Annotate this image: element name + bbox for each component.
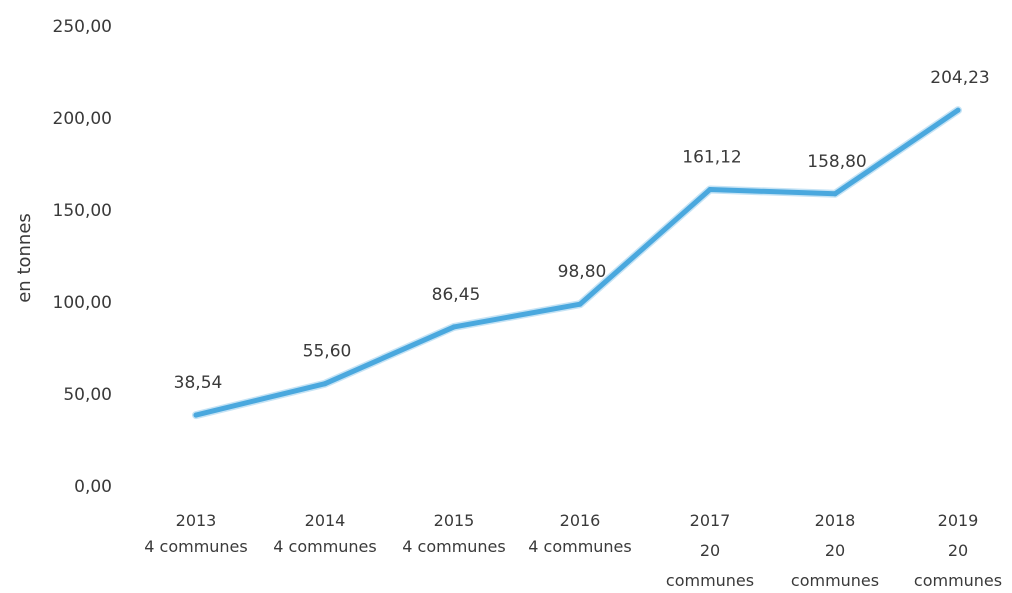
y-axis-ticks: 0,00 50,00 100,00 150,00 200,00 250,00 — [53, 17, 112, 497]
x-category-label-line: 2014 — [305, 511, 346, 530]
x-category-label-line: 4 communes — [402, 537, 505, 556]
data-point — [451, 324, 457, 330]
x-category-label-line: 4 communes — [144, 537, 247, 556]
data-label: 38,54 — [174, 373, 223, 393]
x-category-label-line: 2016 — [560, 511, 601, 530]
x-category-label-line: 2017 — [690, 511, 731, 530]
x-category-label-line: 20 — [700, 541, 720, 560]
x-axis-categories: 2013 4 communes 2014 4 communes 2015 4 commun… — [144, 511, 1002, 590]
x-category-label-line: 20 — [825, 541, 845, 560]
data-point — [193, 412, 199, 418]
x-category-label: 2013 4 communes — [144, 511, 247, 556]
x-category-label-line: 2019 — [938, 511, 979, 530]
data-point — [832, 191, 838, 197]
data-point — [955, 107, 961, 113]
x-category-label-line: 4 communes — [273, 537, 376, 556]
y-tick-label: 50,00 — [63, 385, 112, 405]
series-points — [193, 107, 961, 418]
y-tick-label: 100,00 — [53, 293, 112, 313]
x-category-label: 2017 20 communes — [666, 511, 754, 590]
x-category-label: 2019 20 communes — [914, 511, 1002, 590]
data-point — [322, 381, 328, 387]
x-category-label-line: 20 — [948, 541, 968, 560]
x-category-label-line: communes — [791, 571, 879, 590]
data-label: 55,60 — [303, 342, 352, 362]
data-point — [707, 187, 713, 193]
data-label: 86,45 — [432, 285, 481, 305]
x-category-label: 2016 4 communes — [528, 511, 631, 556]
data-label: 161,12 — [682, 148, 741, 168]
x-category-label-line: communes — [666, 571, 754, 590]
x-category-label-line: 4 communes — [528, 537, 631, 556]
x-category-label: 2014 4 communes — [273, 511, 376, 556]
y-tick-label: 200,00 — [53, 109, 112, 129]
y-tick-label: 0,00 — [74, 477, 112, 497]
y-axis-title: en tonnes — [14, 213, 35, 303]
y-tick-label: 250,00 — [53, 17, 112, 37]
x-category-label-line: 2015 — [434, 511, 475, 530]
x-category-label-line: 2018 — [815, 511, 856, 530]
x-category-label: 2018 20 communes — [791, 511, 879, 590]
x-category-label-line: 2013 — [176, 511, 217, 530]
y-tick-label: 150,00 — [53, 201, 112, 221]
x-category-label: 2015 4 communes — [402, 511, 505, 556]
data-label: 158,80 — [807, 152, 866, 172]
data-label: 204,23 — [930, 68, 989, 88]
data-label: 98,80 — [558, 262, 607, 282]
x-category-label-line: communes — [914, 571, 1002, 590]
data-point — [577, 301, 583, 307]
data-labels: 38,54 55,60 86,45 98,80 161,12 158,80 204,23 — [174, 68, 990, 393]
